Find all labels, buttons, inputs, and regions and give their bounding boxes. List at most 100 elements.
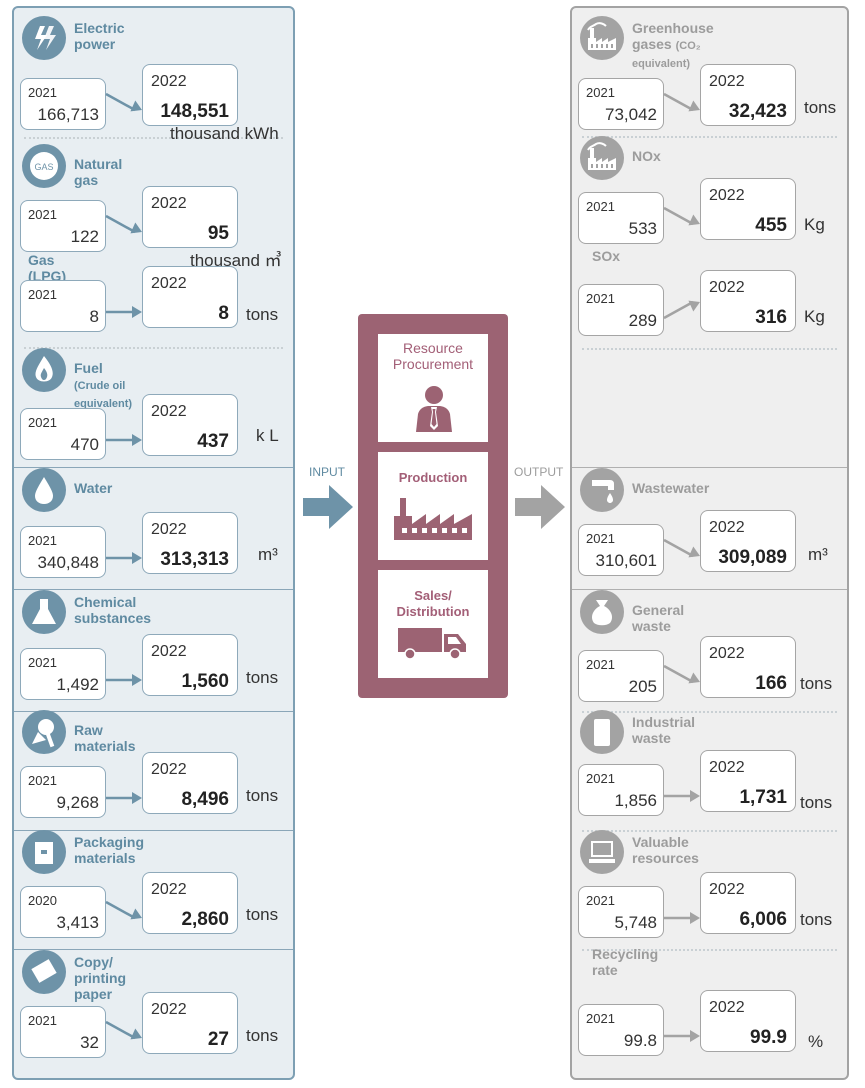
current-value: 6,006: [739, 909, 787, 930]
current-value: 2,860: [181, 909, 229, 930]
previous-value: 99.8: [623, 1031, 657, 1050]
current-year-box: 2022 148,551: [142, 64, 238, 126]
previous-value: 340,848: [37, 553, 99, 572]
unit-label: %: [808, 1032, 824, 1051]
item-title-line: Water: [74, 480, 113, 496]
current-value: 32,423: [728, 101, 787, 122]
current-year: 2022: [151, 275, 187, 292]
current-year: 2022: [709, 279, 745, 296]
previous-year: 2021: [586, 291, 615, 306]
process-step-label: Resource: [403, 340, 463, 356]
process-step-label: Production: [398, 470, 468, 485]
previous-value: 32: [80, 1033, 99, 1052]
computer-icon: [580, 830, 624, 874]
change-arrow-icon: [663, 538, 700, 558]
change-arrow-icon: [664, 790, 700, 802]
input-label: INPUT: [309, 465, 345, 479]
item-title-note: (CO₂ equivalent): [632, 40, 701, 70]
change-arrow-icon: [663, 92, 700, 112]
current-year-box: 2022 1,560: [142, 634, 238, 696]
item-title-line: Electric: [74, 20, 125, 36]
previous-value: 3,413: [56, 913, 99, 932]
divider: [582, 949, 837, 951]
current-year: 2022: [151, 403, 187, 420]
divider: [24, 347, 283, 349]
item-title: Natural gas: [74, 156, 122, 188]
divider: [14, 830, 293, 831]
divider: [582, 830, 837, 832]
flame-icon: [22, 348, 66, 392]
unit-label: thousand kWh: [170, 124, 279, 143]
faucet-icon: [580, 468, 624, 512]
unit-label: tons: [246, 1026, 279, 1045]
item-title-line: Chemical: [74, 594, 137, 610]
current-year: 2022: [709, 759, 745, 776]
process-step-procurement: Resource Procurement: [378, 334, 488, 442]
divider: [582, 711, 837, 713]
change-arrow-icon: [663, 300, 700, 320]
factory-emission-icon: [580, 136, 624, 180]
previous-year: 2021: [28, 207, 57, 222]
current-value: 455: [755, 215, 787, 236]
current-year: 2022: [709, 881, 745, 898]
truck-icon: [398, 628, 466, 660]
previous-year-box: 2021 9,268: [20, 766, 106, 818]
paper-icon: [22, 950, 66, 994]
item-title-line: Fuel: [74, 360, 103, 376]
item-title-line: Packaging: [74, 834, 145, 850]
item-title-line: SOx: [592, 248, 621, 264]
previous-value: 533: [628, 219, 657, 238]
change-arrow-icon: [105, 900, 142, 920]
flask-icon: [22, 590, 66, 634]
divider: [14, 711, 293, 712]
previous-year-box: 2021 205: [578, 650, 664, 702]
unit-label: tons: [804, 98, 837, 117]
current-year: 2022: [709, 645, 745, 662]
previous-year: 2021: [586, 771, 615, 786]
change-arrow-icon: [106, 434, 142, 446]
unit-label: thousand ㎥: [190, 251, 282, 270]
previous-year-box: 2021 310,601: [578, 524, 664, 576]
previous-year: 2021: [28, 287, 57, 302]
current-value: 437: [197, 431, 229, 452]
previous-value: 122: [70, 227, 99, 246]
box-icon: [22, 830, 66, 874]
current-year: 2022: [151, 761, 187, 778]
item-title: Raw materials: [74, 722, 135, 754]
divider: [582, 348, 837, 350]
previous-value: 205: [628, 677, 657, 696]
item-title-line: Valuable: [632, 834, 689, 850]
current-year: 2022: [151, 73, 187, 90]
previous-year: 2021: [28, 415, 57, 430]
previous-value: 8: [89, 307, 99, 326]
item-title-line: resources: [632, 850, 699, 866]
current-year-box: 2022 95: [142, 186, 238, 248]
unit-label: tons: [246, 786, 279, 805]
item-title: Industrial waste: [632, 714, 695, 746]
previous-year-box: 2021 73,042: [578, 78, 664, 130]
previous-year-box: 2021 1,856: [578, 764, 664, 816]
process-step-label: Procurement: [392, 356, 474, 372]
item-title: Fuel (Crude oil equivalent): [74, 360, 132, 412]
previous-value: 310,601: [595, 551, 657, 570]
unit-label: m³: [258, 545, 278, 564]
current-year-box: 2022 309,089: [700, 510, 796, 572]
previous-year-box: 2021 1,492: [20, 648, 106, 700]
item-title: Recycling rate: [592, 946, 658, 978]
current-year: 2022: [709, 73, 745, 90]
current-year: 2022: [151, 643, 187, 660]
item-title: Valuable resources: [632, 834, 699, 866]
process-step-distribution: Sales/ Distribution: [378, 570, 488, 678]
previous-year-box: 2020 3,413: [20, 886, 106, 938]
unit-label: tons: [800, 793, 833, 812]
current-year-box: 2022 8,496: [142, 752, 238, 814]
factory-icon: [394, 498, 472, 540]
divider: [582, 136, 837, 138]
item-title-line: NOx: [632, 148, 661, 164]
current-year: 2022: [151, 195, 187, 212]
item-title: NOx: [632, 148, 661, 164]
previous-value: 289: [628, 311, 657, 330]
current-value: 148,551: [160, 101, 229, 122]
previous-year-box: 2021 533: [578, 192, 664, 244]
previous-year: 2020: [28, 893, 57, 908]
